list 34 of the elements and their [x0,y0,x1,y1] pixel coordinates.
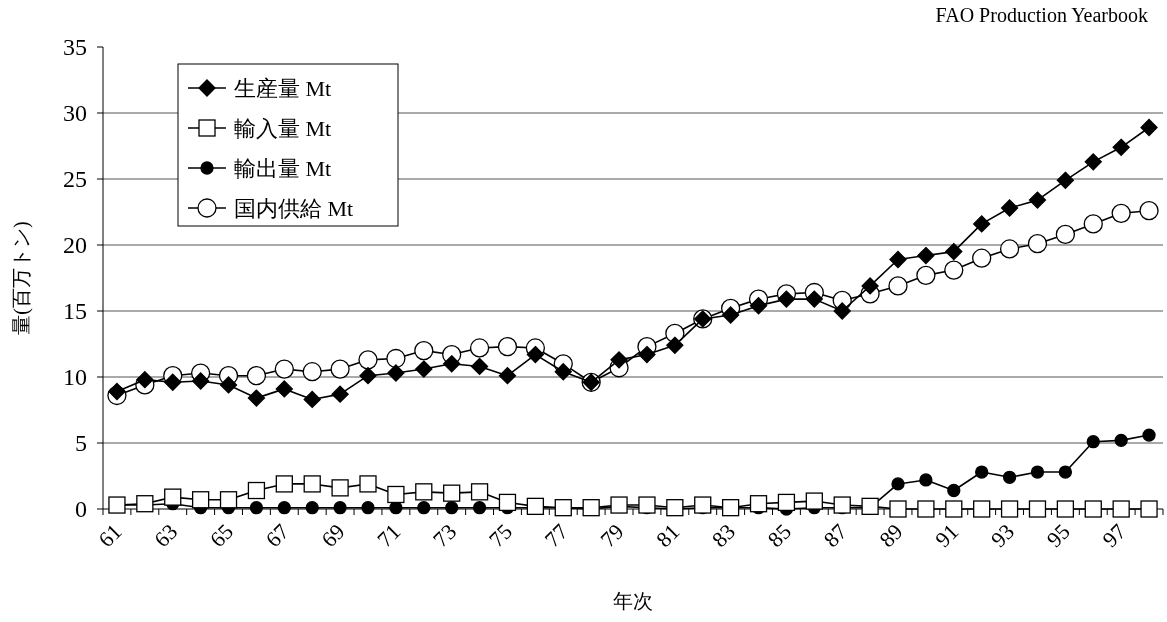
x-tick-label: 77 [539,518,573,553]
y-tick-label: 20 [63,232,87,258]
x-axis-title: 年次 [613,590,653,612]
x-tick-label: 69 [316,518,350,553]
x-tick-label: 95 [1041,518,1075,553]
x-tick-label: 61 [93,518,127,553]
legend-label: 生産量 Mt [234,76,332,101]
x-tick-label: 63 [149,518,183,553]
x-tick-label: 81 [651,518,685,553]
x-tick-label: 67 [260,518,294,553]
x-tick-label: 73 [427,518,462,553]
x-tick-label: 87 [818,518,852,553]
y-tick-label: 15 [63,298,87,324]
x-tick-label: 97 [1097,518,1131,553]
x-tick-label: 89 [874,518,908,553]
x-tick-label: 91 [930,518,964,553]
text: FAO Production Yearbook [935,4,1148,26]
x-tick-label: 65 [204,518,239,553]
y-axis-title: 量(百万トン) [10,221,33,335]
y-tick-label: 0 [75,496,87,522]
x-tick-label: 71 [372,518,406,553]
y-tick-label: 5 [75,430,87,456]
x-tick-label: 83 [706,518,741,553]
y-tick-label: 35 [63,34,87,60]
legend-label: 輸入量 Mt [234,116,332,141]
x-tick-label: 79 [595,518,629,553]
y-tick-label: 10 [63,364,87,390]
y-tick-label: 25 [63,166,87,192]
x-tick-label: 75 [483,518,518,553]
legend-label: 輸出量 Mt [234,156,332,181]
x-tick-label: 85 [762,518,796,553]
legend-label: 国内供給 Mt [234,196,354,221]
x-tick-label: 93 [985,518,1020,553]
y-tick-label: 30 [63,100,87,126]
